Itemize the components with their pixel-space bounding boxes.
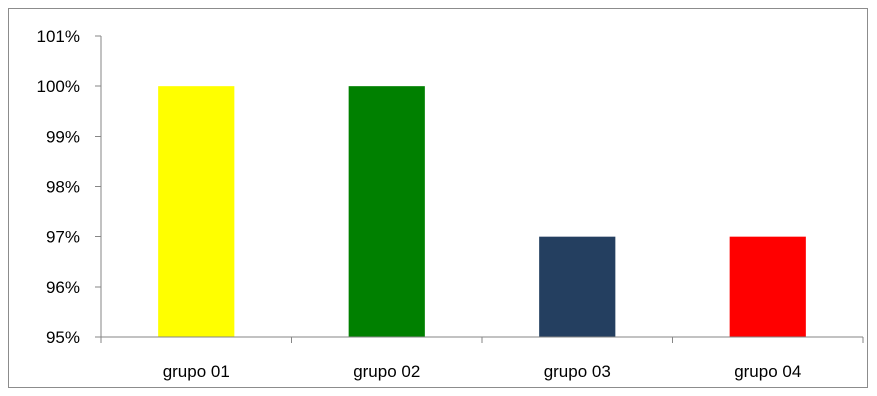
- bar-grupo-04: [730, 237, 806, 337]
- bars-group: [158, 86, 806, 337]
- y-tick-label: 101%: [37, 27, 80, 46]
- x-tick-label: grupo 02: [353, 362, 420, 381]
- y-ticks-group: [95, 36, 101, 337]
- y-tick-label: 95%: [46, 328, 80, 347]
- y-tick-labels: 95% 96% 97% 98% 99% 100% 101%: [37, 27, 80, 347]
- bar-grupo-01: [158, 86, 234, 337]
- bar-grupo-03: [539, 237, 615, 337]
- x-tick-label: grupo 03: [544, 362, 611, 381]
- y-tick-label: 100%: [37, 77, 80, 96]
- y-tick-label: 96%: [46, 278, 80, 297]
- x-tick-labels: grupo 01 grupo 02 grupo 03 grupo 04: [163, 362, 802, 381]
- y-tick-label: 97%: [46, 228, 80, 247]
- y-tick-label: 98%: [46, 178, 80, 197]
- x-tick-label: grupo 01: [163, 362, 230, 381]
- x-tick-label: grupo 04: [734, 362, 801, 381]
- x-ticks-group: [101, 337, 863, 343]
- bar-grupo-02: [349, 86, 425, 337]
- y-tick-label: 99%: [46, 127, 80, 146]
